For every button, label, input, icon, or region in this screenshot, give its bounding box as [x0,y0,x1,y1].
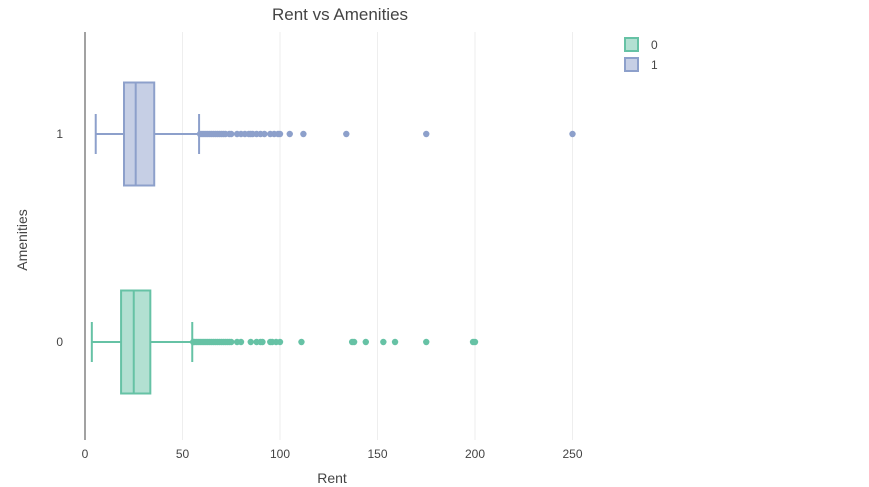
legend-item-0[interactable]: 0 [624,37,658,52]
x-tick-label: 50 [176,447,190,461]
outlier-point[interactable] [286,130,293,138]
y-tick-labels: 01 [56,127,63,349]
outlier-point[interactable] [300,130,307,138]
outlier-point[interactable] [228,338,235,346]
outlier-point[interactable] [298,338,305,346]
box-series-1[interactable] [94,81,576,187]
legend-label: 1 [651,58,658,72]
outlier-point[interactable] [471,338,479,346]
y-axis-title: Amenities [14,209,30,270]
outlier-point[interactable] [276,338,284,346]
outlier-point[interactable] [423,338,430,346]
legend[interactable]: 01 [624,37,658,72]
outlier-point[interactable] [247,338,254,346]
outlier-point[interactable] [362,338,369,346]
iqr-box[interactable] [123,81,156,187]
x-tick-label: 0 [82,447,89,461]
outlier-point[interactable] [350,338,358,346]
legend-swatch [624,57,639,72]
x-tick-label: 200 [465,447,485,461]
legend-swatch [624,37,639,52]
outlier-point[interactable] [276,130,284,138]
x-tick-label: 150 [367,447,387,461]
box-series-group [90,81,576,395]
outlier-point[interactable] [259,338,266,346]
outlier-point[interactable] [228,130,235,138]
outlier-point[interactable] [569,130,576,138]
outlier-point[interactable] [261,130,268,138]
legend-label: 0 [651,38,658,52]
x-tick-label: 100 [270,447,290,461]
x-tick-label: 250 [562,447,582,461]
iqr-box[interactable] [120,289,152,395]
x-tick-labels: 0 50 100 150 200 250 [82,447,583,461]
outlier-point[interactable] [380,338,387,346]
outlier-point[interactable] [423,130,430,138]
y-tick-label: 1 [56,127,63,141]
y-tick-label: 0 [56,335,63,349]
legend-item-1[interactable]: 1 [624,57,658,72]
x-axis-title: Rent [317,470,347,486]
outlier-point[interactable] [343,130,350,138]
chart-title: Rent vs Amenities [272,5,408,24]
box-series-0[interactable] [90,289,479,395]
outlier-point[interactable] [391,338,399,346]
outlier-point[interactable] [237,338,245,346]
x-gridlines [182,32,573,440]
